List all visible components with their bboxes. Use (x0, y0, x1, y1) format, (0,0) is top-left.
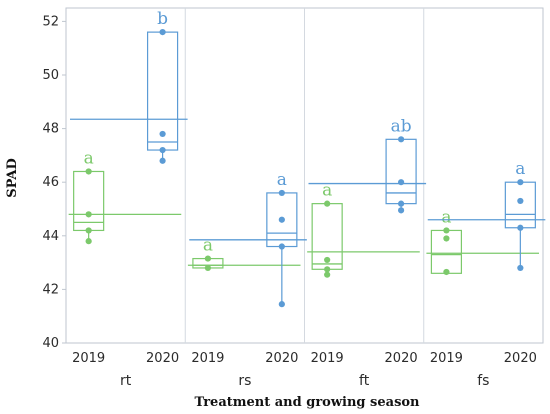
data-point (443, 227, 450, 234)
data-point (517, 179, 524, 186)
group-label: ft (359, 373, 370, 389)
data-point (278, 301, 285, 308)
data-point (159, 130, 166, 138)
data-point (324, 266, 331, 273)
significance-letter: a (277, 170, 287, 190)
group-label: rt (120, 373, 132, 389)
year-label: 2020 (146, 351, 179, 366)
y-axis-label: SPAD (5, 158, 20, 198)
data-point (85, 211, 92, 218)
data-point (204, 264, 212, 272)
significance-letter: b (157, 9, 168, 29)
significance-letter: a (84, 148, 94, 168)
data-point (397, 200, 405, 207)
data-point (397, 136, 405, 143)
group-label: rs (238, 373, 251, 389)
data-point (443, 268, 450, 276)
data-point (204, 255, 212, 262)
group-rt: rt a 2019 b 2020 (68, 9, 188, 389)
significance-letter: ab (391, 116, 412, 136)
data-point (517, 264, 524, 272)
data-point (85, 168, 92, 175)
box-rt-2020: b 2020 (70, 9, 188, 366)
significance-letter: a (322, 181, 332, 201)
box-rs-2020: a 2020 (189, 170, 307, 366)
y-tick-label: 40 (42, 336, 59, 351)
year-label: 2020 (385, 351, 418, 366)
box-ft-2020: ab 2020 (308, 116, 427, 366)
data-point (159, 146, 166, 154)
data-point (324, 200, 331, 207)
data-point (278, 243, 285, 250)
y-tick-label: 50 (42, 68, 59, 83)
iqr-box (504, 181, 536, 229)
box-fs-2020: a 2020 (427, 159, 546, 366)
box-fs-2019: a 2019 (426, 207, 539, 366)
y-tick-label: 42 (42, 282, 59, 297)
data-point (397, 179, 405, 186)
group-ft: ft a 2019 ab 2020 (307, 116, 427, 389)
y-tick-label: 44 (42, 229, 59, 244)
year-label: 2020 (265, 351, 298, 366)
box-rs-2019: a 2019 (187, 236, 301, 366)
iqr-box (385, 138, 417, 205)
data-point (443, 235, 450, 242)
data-point (159, 29, 166, 36)
year-label: 2019 (191, 351, 224, 366)
year-label: 2019 (311, 351, 344, 366)
data-point (324, 271, 331, 278)
y-tick-label: 48 (42, 122, 59, 137)
y-tick-label: 52 (42, 14, 59, 29)
data-point (278, 189, 285, 197)
significance-letter: a (203, 236, 213, 256)
x-axis-label: Treatment and growing season (194, 395, 420, 410)
year-label: 2020 (504, 351, 537, 366)
box-rt-2019: a 2019 (68, 148, 182, 366)
box-ft-2019: a 2019 (307, 181, 420, 366)
y-tick-label: 46 (42, 175, 59, 190)
data-point (517, 224, 524, 231)
group-fs: fs a 2019 a 2020 (426, 159, 546, 389)
group-label: fs (477, 373, 489, 389)
group-rs: rs a 2019 a 2020 (187, 170, 307, 389)
data-point (517, 197, 524, 205)
data-point (85, 227, 92, 234)
data-point (324, 256, 331, 264)
year-label: 2019 (72, 351, 105, 366)
data-point (159, 157, 166, 164)
data-point (85, 238, 92, 245)
data-point (278, 216, 285, 223)
significance-letter: a (515, 159, 525, 179)
significance-letter: a (441, 207, 451, 227)
year-label: 2019 (430, 351, 463, 366)
data-point (397, 207, 405, 214)
iqr-box (73, 170, 105, 232)
